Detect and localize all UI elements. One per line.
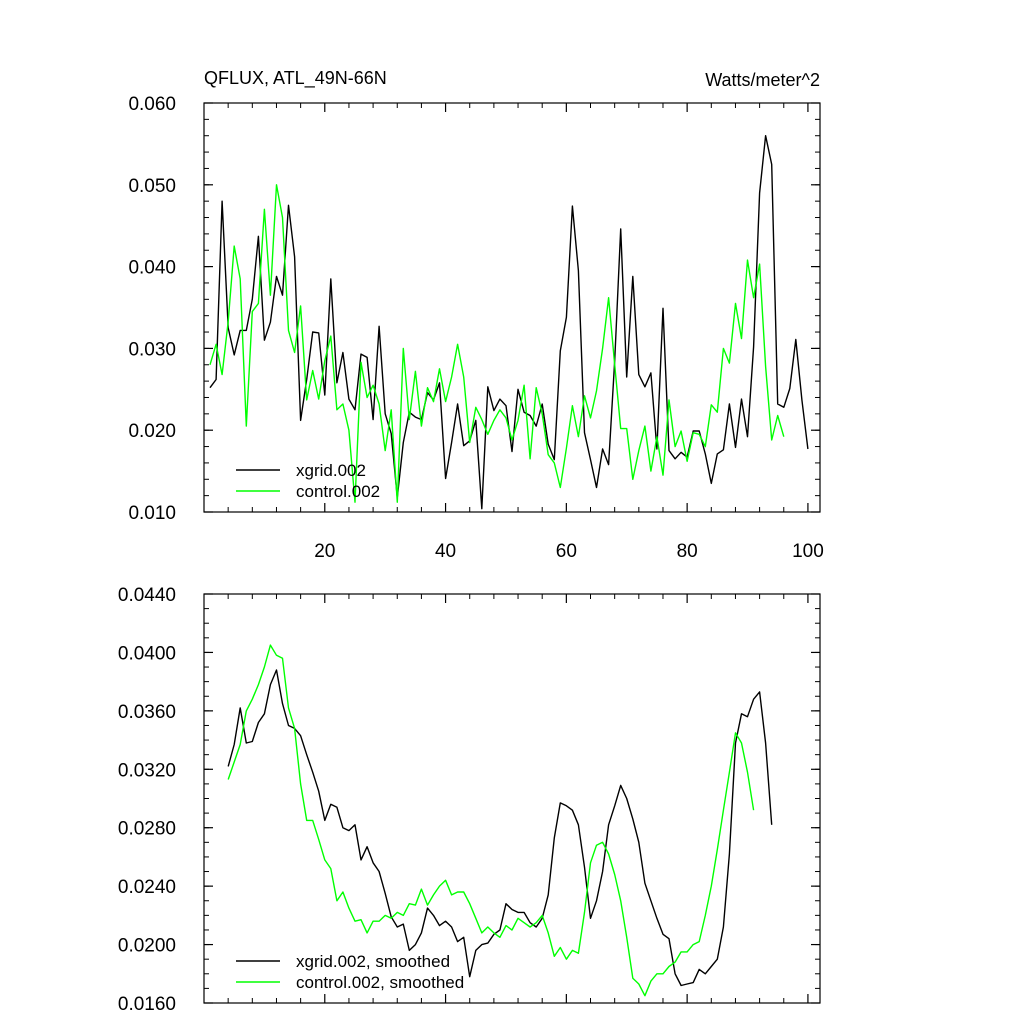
bottom-ytick-label: 0.0280 [118, 819, 176, 840]
bottom-ytick-label: 0.0400 [118, 643, 176, 664]
top-plot-frame [203, 102, 821, 513]
bottom-legend-label-xgrid: xgrid.002, smoothed [296, 952, 450, 971]
top-series-line-xgrid [209, 134, 809, 510]
top-ytick-label: 0.060 [128, 94, 176, 115]
bottom-ytick-label: 0.0320 [118, 760, 176, 781]
bottom-ytick-label: 0.0360 [118, 702, 176, 723]
top-xtick-label: 60 [556, 541, 577, 562]
bottom-plot-frame [203, 593, 821, 1004]
top-ytick-label: 0.050 [128, 176, 176, 197]
bottom-ytick-label: 0.0200 [118, 936, 176, 957]
top-chart-units: Watts/meter^2 [705, 70, 820, 90]
top-series-line-control [209, 184, 785, 503]
bottom-ytick-label: 0.0240 [118, 877, 176, 898]
top-ytick-label: 0.030 [128, 339, 176, 360]
bottom-ytick-label: 0.0440 [118, 585, 176, 606]
top-xtick-label: 20 [314, 541, 335, 562]
bottom-series-line-xgrid [227, 669, 773, 987]
top-chart-title: QFLUX, ATL_49N-66N [204, 68, 387, 89]
top-xtick-label: 80 [677, 541, 698, 562]
bottom-ytick-label: 0.0160 [118, 994, 176, 1015]
top-legend-label-xgrid: xgrid.002 [296, 461, 366, 480]
top-xtick-label: 100 [792, 541, 824, 562]
bottom-legend-label-control: control.002, smoothed [296, 973, 464, 992]
top-ytick-label: 0.010 [128, 503, 176, 524]
bottom-series-line-control [227, 644, 755, 997]
top-legend-label-control: control.002 [296, 482, 380, 501]
top-xtick-label: 40 [435, 541, 456, 562]
top-ytick-label: 0.040 [128, 258, 176, 279]
top-ytick-label: 0.020 [128, 421, 176, 442]
